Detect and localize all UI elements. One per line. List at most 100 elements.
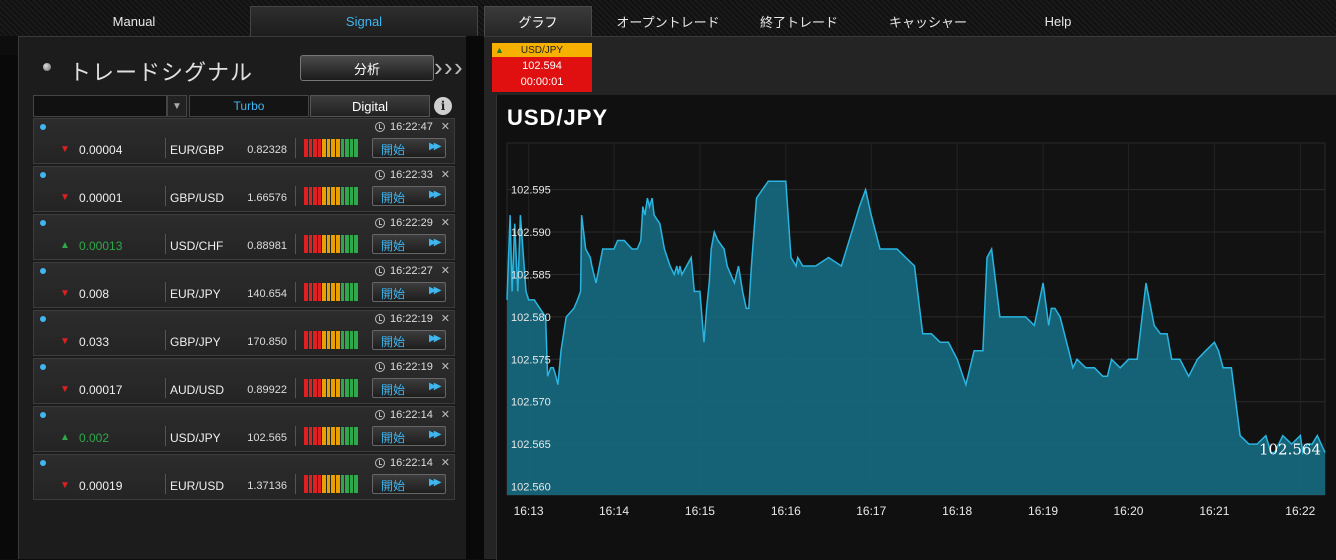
strength-meter-bar [322, 283, 326, 301]
strength-meter-bar [345, 139, 349, 157]
strength-meter-bar [349, 187, 354, 205]
signal-price: 1.37136 [247, 480, 287, 492]
divider [165, 426, 166, 446]
y-tick-label: 102.595 [511, 185, 551, 197]
strength-meter [304, 475, 358, 493]
close-icon[interactable]: ✕ [440, 169, 450, 181]
fast-forward-icon: ▶▶ [429, 477, 442, 488]
signal-pair: USD/CHF [170, 239, 224, 253]
x-tick-label: 16:19 [1028, 504, 1058, 518]
signal-status-dot [40, 316, 46, 322]
divider [295, 186, 296, 206]
down-arrow-icon: ▼ [60, 192, 70, 203]
asset-ticker[interactable]: USD/JPY ▲ 102.594 00:00:01 [492, 43, 592, 92]
signal-status-dot [40, 412, 46, 418]
strength-meter-bar [304, 331, 308, 349]
strength-meter-bar [313, 235, 317, 253]
y-tick-label: 102.560 [511, 482, 551, 494]
strength-meter-bar [345, 427, 349, 445]
strength-meter-bar [345, 235, 349, 253]
ticker-timer: 00:00:01 [520, 76, 564, 88]
start-button[interactable]: 開始 ▶▶ [372, 378, 446, 398]
start-button[interactable]: 開始 ▶▶ [372, 474, 446, 494]
tab-graph[interactable]: グラフ [484, 6, 592, 36]
strength-meter-bar [331, 187, 336, 205]
start-button-label: 開始 [381, 143, 406, 157]
x-tick-label: 16:22 [1285, 504, 1315, 518]
clock-icon [375, 266, 385, 276]
divider [165, 234, 166, 254]
strength-meter-bar [317, 139, 322, 157]
divider [165, 186, 166, 206]
start-button[interactable]: 開始 ▶▶ [372, 234, 446, 254]
strength-meter-bar [336, 379, 340, 397]
y-tick-label: 102.580 [511, 312, 551, 324]
strength-meter-bar [308, 427, 313, 445]
chevron-right-icon: › [444, 52, 453, 82]
divider [165, 378, 166, 398]
close-icon[interactable]: ✕ [440, 409, 450, 421]
clock-icon [375, 410, 385, 420]
y-tick-label: 102.575 [511, 354, 551, 366]
start-button[interactable]: 開始 ▶▶ [372, 138, 446, 158]
signal-change: 0.033 [79, 335, 110, 349]
info-icon[interactable]: i [434, 97, 452, 115]
strength-meter-bar [349, 379, 354, 397]
start-button[interactable]: 開始 ▶▶ [372, 330, 446, 350]
signal-pair: EUR/GBP [170, 143, 225, 157]
dropdown-arrow-icon[interactable]: ▼ [167, 95, 187, 117]
strength-meter-bar [354, 379, 358, 397]
signal-row: 16:22:14 ✕ ▼ 0.00019 EUR/USD 1.37136 開始 ▶▶ [33, 454, 455, 500]
strength-meter-bar [340, 283, 345, 301]
signal-time: 16:22:14 [390, 457, 433, 469]
chevron-right-icon: › [454, 52, 463, 82]
signal-row: 16:22:47 ✕ ▼ 0.00004 EUR/GBP 0.82328 開始 ▶▶ [33, 118, 455, 164]
fast-forward-icon: ▶▶ [429, 381, 442, 392]
asset-filter-select[interactable] [33, 95, 167, 117]
signal-change: 0.002 [79, 431, 110, 445]
strength-meter-bar [313, 283, 317, 301]
analysis-button[interactable]: 分析 › › › [300, 52, 464, 82]
up-arrow-icon: ▲ [495, 45, 504, 55]
analysis-button-label: 分析 [300, 55, 434, 81]
start-button[interactable]: 開始 ▶▶ [372, 186, 446, 206]
start-button-label: 開始 [381, 191, 406, 205]
fast-forward-icon: ▶▶ [429, 285, 442, 296]
strength-meter [304, 427, 358, 445]
tab-open-trade[interactable]: オープントレード [616, 14, 720, 30]
strength-meter-bar [317, 283, 322, 301]
close-icon[interactable]: ✕ [440, 457, 450, 469]
signal-row: 16:22:33 ✕ ▼ 0.00001 GBP/USD 1.66576 開始 ▶▶ [33, 166, 455, 212]
filter-bar: ▼ Turbo Digital i [33, 95, 455, 117]
tab-closed-trade[interactable]: 終了トレード [759, 14, 838, 30]
up-arrow-icon: ▲ [60, 432, 70, 443]
strength-meter-bar [322, 187, 326, 205]
signal-change: 0.00001 [79, 191, 123, 205]
start-button[interactable]: 開始 ▶▶ [372, 282, 446, 302]
strength-meter-bar [326, 187, 331, 205]
tab-cashier[interactable]: キャッシャー [888, 14, 967, 30]
close-icon[interactable]: ✕ [440, 217, 450, 229]
strength-meter-bar [308, 187, 313, 205]
close-icon[interactable]: ✕ [440, 121, 450, 133]
ticker-body: 102.594 00:00:01 [492, 57, 592, 92]
signal-time: 16:22:19 [390, 361, 433, 373]
tab-turbo[interactable]: Turbo [189, 95, 309, 117]
strength-meter-bar [308, 139, 313, 157]
strength-meter-bar [331, 235, 336, 253]
tab-manual[interactable]: Manual [112, 13, 156, 29]
start-button[interactable]: 開始 ▶▶ [372, 426, 446, 446]
signal-row: 16:22:27 ✕ ▼ 0.008 EUR/JPY 140.654 開始 ▶▶ [33, 262, 455, 308]
strength-meter-bar [340, 427, 345, 445]
tab-signal[interactable]: Signal [250, 6, 478, 36]
strength-meter-bar [345, 187, 349, 205]
strength-meter-bar [340, 331, 345, 349]
close-icon[interactable]: ✕ [440, 313, 450, 325]
divider [295, 378, 296, 398]
signal-time: 16:22:47 [390, 121, 433, 133]
tab-digital[interactable]: Digital [310, 95, 430, 117]
close-icon[interactable]: ✕ [440, 265, 450, 277]
x-tick-label: 16:18 [942, 504, 972, 518]
close-icon[interactable]: ✕ [440, 361, 450, 373]
tab-help[interactable]: Help [1044, 13, 1072, 29]
